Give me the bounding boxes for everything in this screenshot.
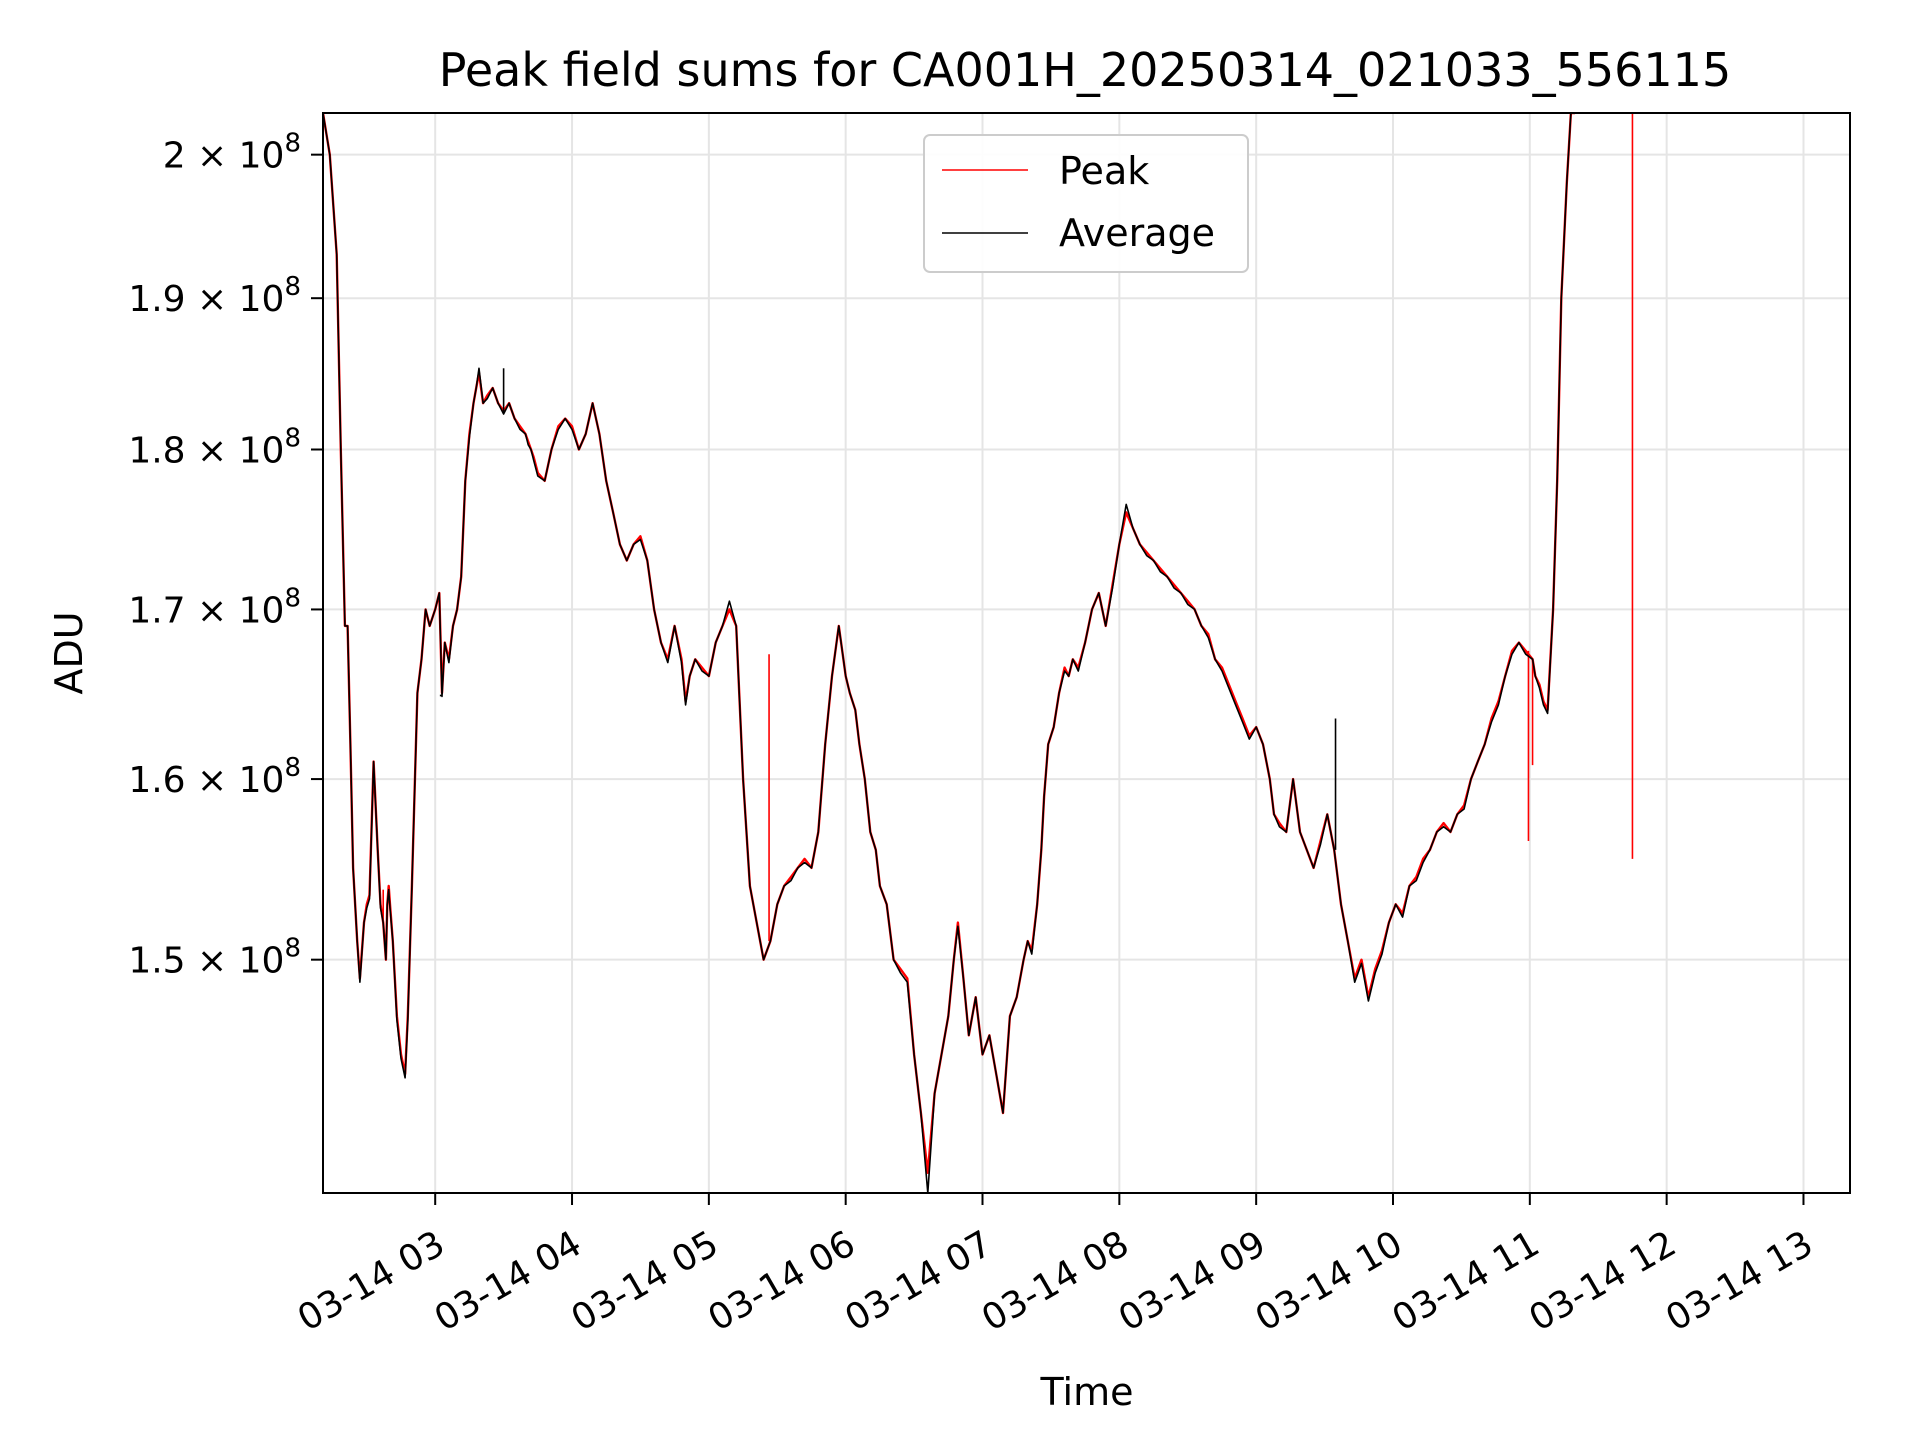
legend: Peak Average: [923, 134, 1249, 273]
chart-title: Peak field sums for CA001H_20250314_0210…: [439, 43, 1731, 97]
y-axis-label: ADU: [47, 611, 91, 694]
series-average: [323, 113, 1575, 1193]
y-tick-label: 1.6 × 108: [128, 753, 301, 801]
legend-peak-label: Peak: [1059, 149, 1149, 193]
series-line-average: [323, 113, 1575, 1193]
legend-average-label: Average: [1059, 211, 1215, 255]
y-tick-label: 1.8 × 108: [128, 423, 301, 471]
y-tick-label: 1.7 × 108: [128, 583, 301, 631]
plot-frame: [322, 112, 1851, 1194]
y-ticks: 1.5 × 108 1.6 × 108 1.7 × 108 1.8 × 108 1.9 …: [128, 129, 323, 982]
y-tick-label: 1.9 × 108: [128, 272, 301, 320]
x-axis-label: Time: [1040, 1370, 1134, 1414]
y-tick-label: 1.5 × 108: [128, 934, 301, 982]
grid: [323, 113, 1850, 1193]
y-tick-label: 2 × 108: [163, 129, 301, 177]
series-layer: [323, 113, 1634, 1193]
